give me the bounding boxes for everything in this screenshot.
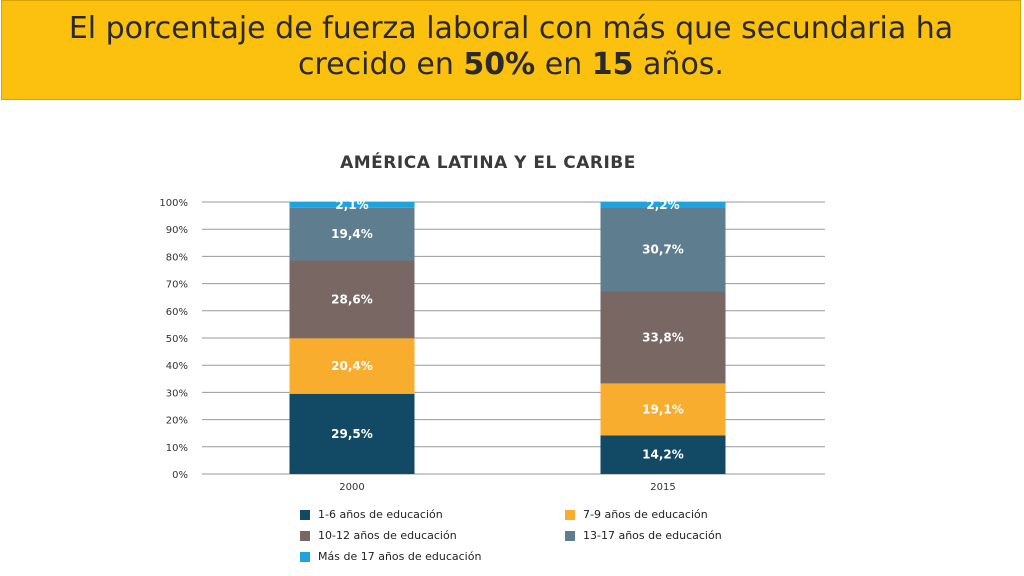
bar-segment <box>289 207 415 261</box>
bar-segment <box>289 338 415 394</box>
data-label: 20,4% <box>331 359 373 373</box>
title-banner: El porcentaje de fuerza laboral con más … <box>1 0 1021 100</box>
slide-title: El porcentaje de fuerza laboral con más … <box>69 11 953 83</box>
y-tick-label: 70% <box>166 280 188 291</box>
x-tick-label: 2015 <box>650 482 675 493</box>
data-label: 2,2% <box>646 198 679 212</box>
title-line-2-prefix: crecido en <box>298 47 464 82</box>
legend-label: 1-6 años de educación <box>318 508 443 521</box>
stacked-bar-chart: AMÉRICA LATINA Y EL CARIBE 0% 10% 20% 30% 40… <box>159 151 825 493</box>
x-tick-label: 2000 <box>339 482 364 493</box>
legend-label: Más de 17 años de educación <box>318 550 482 563</box>
legend-swatch <box>300 551 310 562</box>
data-label: 30,7% <box>642 243 684 257</box>
bar-segment <box>600 202 726 208</box>
bar-segment <box>289 202 415 208</box>
y-tick-label: 90% <box>166 225 188 236</box>
legend-swatch <box>565 509 575 520</box>
legend-swatch <box>300 509 310 520</box>
data-label: 14,2% <box>642 448 684 462</box>
legend-swatch <box>565 530 575 541</box>
y-tick-label: 100% <box>159 198 188 209</box>
data-label: 2,1% <box>335 198 368 212</box>
bar-segment <box>600 207 726 292</box>
title-highlight-percent: 50% <box>463 47 536 82</box>
bar-segment <box>600 383 726 436</box>
y-tick-label: 50% <box>166 334 188 345</box>
bar-segment <box>289 393 415 474</box>
legend-item: 1-6 años de educación <box>300 508 443 521</box>
data-label: 33,8% <box>642 330 684 344</box>
title-highlight-years: 15 <box>591 47 634 82</box>
data-label: 29,5% <box>331 427 373 441</box>
legend-item: 7-9 años de educación <box>565 508 708 521</box>
y-tick-label: 30% <box>166 388 188 399</box>
bar-segment <box>600 435 726 474</box>
title-line-2-mid: en <box>535 47 592 82</box>
y-tick-label: 10% <box>166 443 188 454</box>
title-line-2-suffix: años. <box>633 47 724 82</box>
bar-segment <box>289 260 415 339</box>
data-label: 28,6% <box>331 292 373 306</box>
y-tick-label: 60% <box>166 307 188 318</box>
legend-label: 10-12 años de educación <box>318 529 457 542</box>
legend-swatch <box>300 530 310 541</box>
legend-item: 10-12 años de educación <box>300 529 457 542</box>
legend-item: 13-17 años de educación <box>565 529 722 542</box>
bar-segment <box>600 291 726 384</box>
legend-label: 7-9 años de educación <box>583 508 708 521</box>
data-label: 19,4% <box>331 227 373 241</box>
y-tick-label: 80% <box>166 252 188 263</box>
chart-title: AMÉRICA LATINA Y EL CARIBE <box>340 151 636 173</box>
data-label: 19,1% <box>642 402 684 416</box>
y-tick-label: 40% <box>166 361 188 372</box>
legend-item: Más de 17 años de educación <box>300 550 481 563</box>
legend-label: 13-17 años de educación <box>583 529 722 542</box>
y-tick-label: 0% <box>172 470 188 481</box>
chart-container: AMÉRICA LATINA Y EL CARIBE 0% 10% 20% 30% 40… <box>140 140 840 570</box>
y-tick-label: 20% <box>166 416 188 427</box>
title-line-1: El porcentaje de fuerza laboral con más … <box>68 11 954 46</box>
